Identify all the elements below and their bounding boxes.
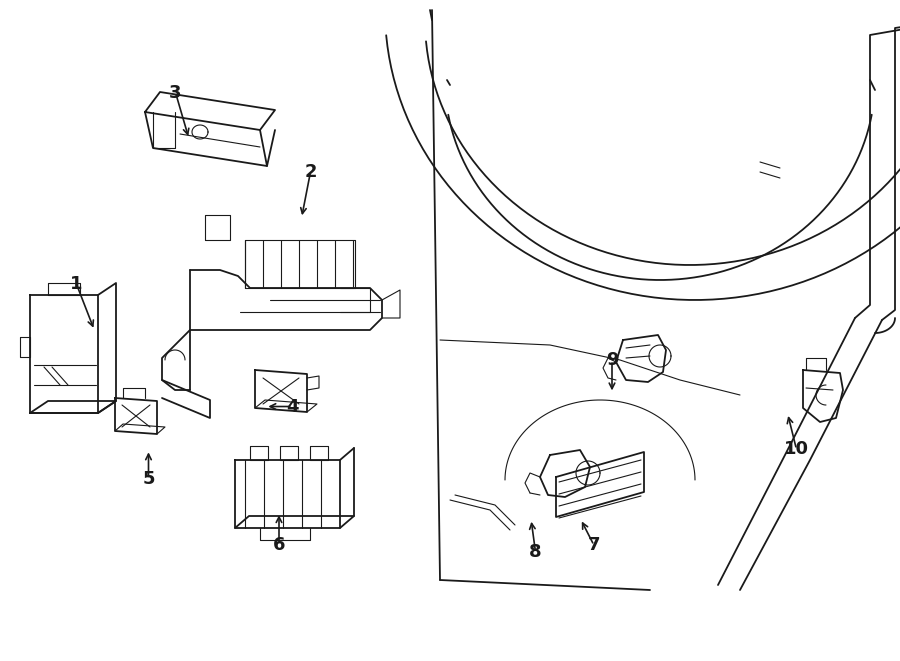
Text: 1: 1	[70, 275, 83, 293]
Text: 4: 4	[286, 397, 299, 416]
Text: 5: 5	[142, 470, 155, 488]
Text: 2: 2	[304, 163, 317, 181]
Text: 7: 7	[588, 536, 600, 555]
Text: 8: 8	[529, 543, 542, 561]
Text: 3: 3	[169, 83, 182, 102]
Text: 10: 10	[784, 440, 809, 459]
Text: 9: 9	[606, 351, 618, 369]
Text: 6: 6	[273, 536, 285, 555]
